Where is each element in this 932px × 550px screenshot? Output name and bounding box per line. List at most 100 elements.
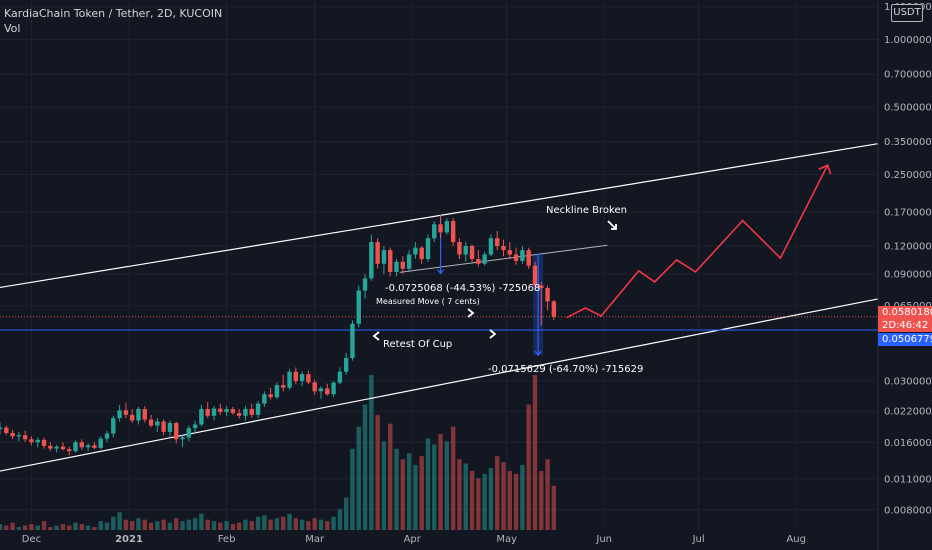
candle-body bbox=[463, 246, 468, 255]
measured-move-label: Measured Move ( 7 cents) bbox=[376, 297, 480, 306]
candle-body bbox=[438, 224, 443, 233]
volume-bar bbox=[22, 525, 28, 530]
currency-badge[interactable]: USDT bbox=[891, 4, 923, 22]
x-tick-label: Jun bbox=[595, 534, 612, 545]
volume-bar bbox=[318, 519, 324, 530]
retest-pointer-left-icon bbox=[372, 331, 380, 341]
candle-body bbox=[331, 382, 336, 395]
candle-body bbox=[180, 437, 185, 440]
candle-body bbox=[312, 382, 317, 392]
candle-body bbox=[507, 250, 513, 255]
volume-bar bbox=[186, 519, 192, 530]
candle-body bbox=[469, 246, 475, 260]
trend-channel[interactable] bbox=[0, 143, 879, 472]
volume-bar bbox=[85, 525, 91, 530]
volume-bar bbox=[350, 448, 355, 530]
candle-body bbox=[551, 301, 557, 317]
candle-body bbox=[495, 238, 500, 247]
measure-arrow-icon bbox=[534, 350, 542, 357]
candle-body bbox=[16, 435, 22, 437]
volume-bar bbox=[117, 512, 122, 530]
last-price-tag: 0.0580180 2D:46:42 bbox=[878, 306, 932, 332]
measure-arrow-icon bbox=[437, 269, 445, 275]
volume-bar bbox=[450, 426, 456, 530]
volume-bar bbox=[155, 521, 160, 530]
candle-body bbox=[4, 427, 9, 433]
volume-bar bbox=[136, 518, 141, 530]
projection-path[interactable] bbox=[566, 164, 832, 319]
candle-body bbox=[129, 414, 135, 421]
retest-of-cup-label: Retest Of Cup bbox=[383, 339, 452, 350]
x-tick-label: Jul bbox=[692, 534, 705, 545]
x-tick-label: 2021 bbox=[115, 534, 143, 545]
candle-body bbox=[526, 250, 531, 266]
candle-body bbox=[432, 224, 437, 239]
volume-bar bbox=[35, 525, 40, 530]
x-tick-label: Dec bbox=[22, 534, 41, 545]
volume-bar bbox=[299, 519, 305, 530]
volume-bar bbox=[67, 525, 72, 530]
candle-body bbox=[413, 247, 418, 255]
candle-body bbox=[73, 442, 78, 452]
candle-body bbox=[406, 254, 412, 269]
candle-body bbox=[450, 221, 456, 243]
volume-bar bbox=[306, 521, 311, 530]
time-axis[interactable]: Dec 2021 Feb Mar Apr May Jun Jul Aug bbox=[22, 534, 806, 545]
volume-bar bbox=[325, 521, 330, 530]
candle-body bbox=[369, 242, 374, 279]
volume-bar bbox=[438, 434, 443, 530]
candle-body bbox=[48, 445, 53, 449]
projection-arrowhead-icon bbox=[818, 164, 832, 175]
candle-body bbox=[199, 409, 204, 425]
candle-body bbox=[104, 433, 110, 439]
candle-body bbox=[224, 409, 229, 413]
volume-bar bbox=[539, 470, 544, 530]
volume-bars bbox=[0, 375, 557, 530]
horizontal-line-price-tag: 0.0506779 bbox=[878, 333, 932, 346]
volume-bar bbox=[488, 468, 494, 530]
candle-body bbox=[419, 247, 424, 260]
volume-bar bbox=[268, 519, 273, 530]
volume-bar bbox=[507, 470, 513, 530]
x-tick-label: Aug bbox=[786, 534, 806, 545]
volume-bar bbox=[413, 465, 418, 530]
volume-bar bbox=[469, 470, 475, 530]
volume-bar bbox=[463, 463, 468, 530]
price-axis[interactable]: 1.40000001.00000000.70000000.50000000.35… bbox=[877, 0, 932, 550]
symbol-title: KardiaChain Token / Tether, 2D, KUCOIN bbox=[4, 7, 223, 20]
bar-countdown: 2D:46:42 bbox=[882, 320, 929, 331]
volume-bar bbox=[0, 524, 3, 530]
volume-indicator-label[interactable]: Vol bbox=[4, 22, 21, 35]
volume-bar bbox=[545, 459, 550, 530]
candle-body bbox=[85, 445, 91, 448]
x-tick-label: Feb bbox=[218, 534, 236, 545]
neckline-pointer-icon bbox=[607, 220, 617, 230]
volume-bar bbox=[551, 485, 557, 530]
volume-bar bbox=[255, 516, 261, 530]
candle-body bbox=[230, 409, 236, 414]
candle-body bbox=[287, 371, 292, 388]
annotation-arrows[interactable] bbox=[372, 220, 617, 341]
candle-body bbox=[318, 388, 324, 392]
volume-bar bbox=[236, 522, 242, 530]
candle-body bbox=[167, 422, 173, 432]
candle-body bbox=[394, 261, 399, 272]
candle-body bbox=[155, 421, 160, 426]
candle-body bbox=[35, 439, 40, 443]
candle-body bbox=[54, 446, 59, 449]
volume-bar bbox=[48, 527, 53, 530]
candle-body bbox=[10, 432, 15, 437]
y-tick-label: 0.0080000 bbox=[884, 505, 932, 516]
volume-bar bbox=[381, 441, 387, 530]
volume-bar bbox=[167, 522, 173, 530]
candle-body bbox=[111, 418, 116, 434]
candle-body bbox=[136, 409, 141, 421]
candle-body bbox=[400, 261, 406, 269]
volume-bar bbox=[54, 525, 59, 530]
x-tick-label: Apr bbox=[404, 534, 422, 545]
candle-body bbox=[545, 287, 550, 302]
